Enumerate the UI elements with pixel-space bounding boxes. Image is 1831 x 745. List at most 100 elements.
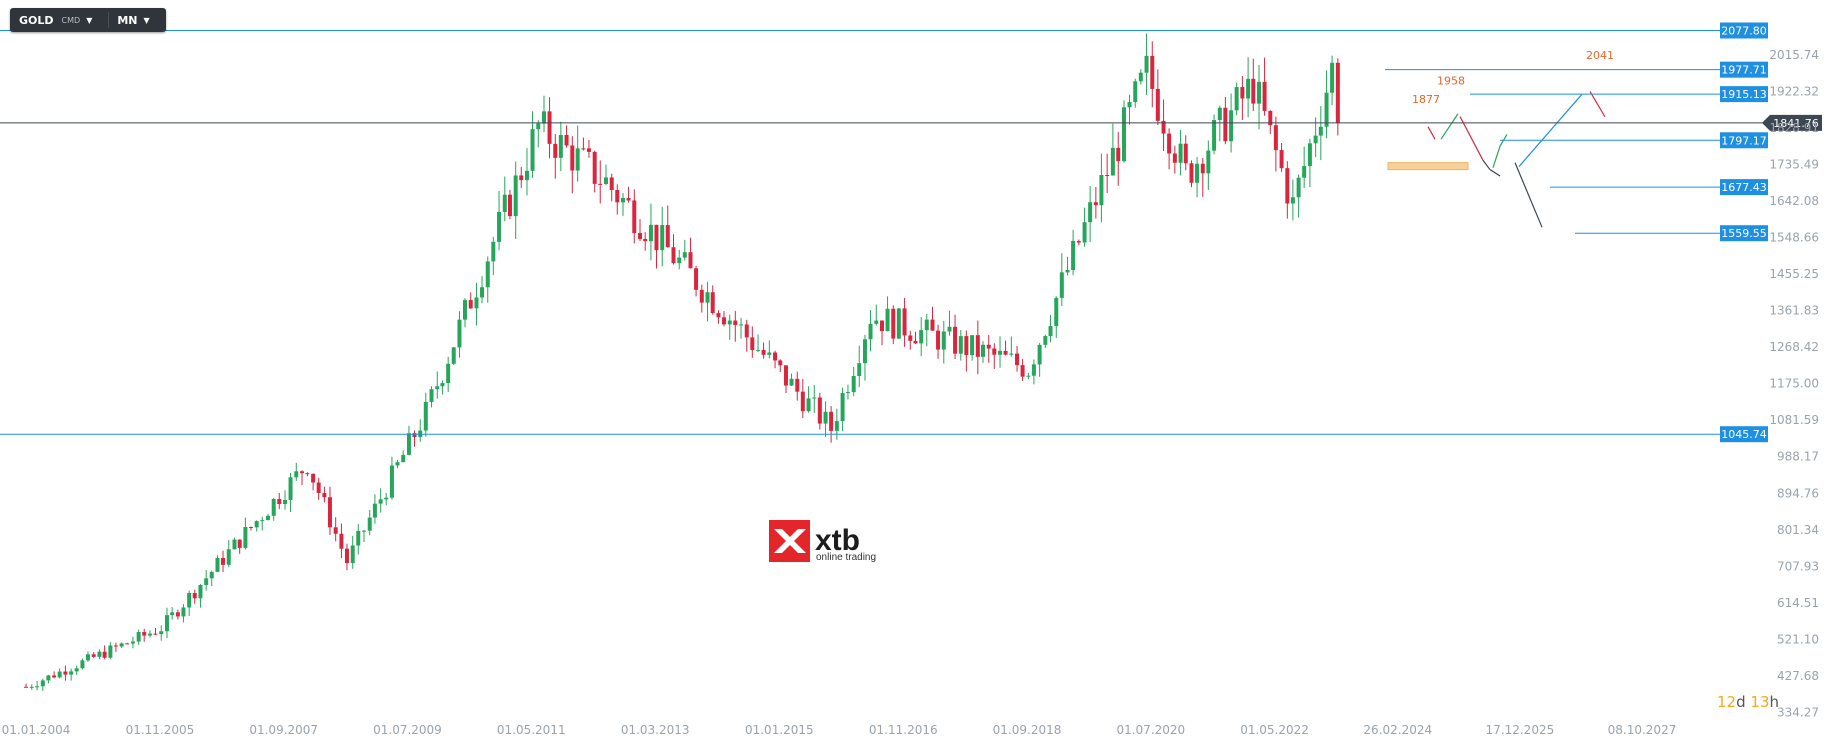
interval-selector[interactable]: MN xyxy=(117,13,138,27)
projection-segment xyxy=(1440,113,1459,140)
level-label-box xyxy=(1720,61,1768,78)
level-label-box xyxy=(1720,225,1768,242)
candle-body xyxy=(1273,125,1278,151)
y-tick-label: 801.34 xyxy=(1777,523,1819,537)
candle-body xyxy=(237,539,242,548)
level-label-box xyxy=(1720,132,1768,149)
x-tick-label: 01.01.2015 xyxy=(745,723,814,737)
candle-body xyxy=(277,499,282,505)
projection-paths xyxy=(1387,91,1606,228)
candle-body xyxy=(1251,78,1256,104)
candle-body xyxy=(1076,240,1081,243)
candle-body xyxy=(198,584,203,599)
x-tick-label: 17.12.2025 xyxy=(1486,723,1555,737)
current-price-box xyxy=(1762,114,1822,131)
candle-body xyxy=(1178,143,1183,163)
interval-dropdown-icon[interactable]: ▼ xyxy=(143,15,150,25)
candle-body xyxy=(389,465,394,498)
candle-body xyxy=(1229,110,1234,142)
candle-body xyxy=(1015,353,1020,366)
candle-body xyxy=(1071,240,1076,270)
candle-body xyxy=(862,339,867,364)
candle-body xyxy=(142,632,147,636)
candle-body xyxy=(395,462,400,466)
y-tick-label: 1828.91 xyxy=(1769,121,1819,135)
candle-body xyxy=(947,326,952,332)
candle-body xyxy=(1031,364,1036,376)
candle-body xyxy=(485,261,490,288)
candle-body xyxy=(159,631,164,635)
candle-body xyxy=(1167,133,1172,154)
symbol-dropdown-icon[interactable]: ▼ xyxy=(86,15,93,25)
candle-body xyxy=(221,557,226,565)
candle-body xyxy=(451,347,456,364)
candle-body xyxy=(1335,62,1340,123)
candle-body xyxy=(367,517,372,531)
level-label: 1559.55 xyxy=(1721,227,1767,240)
candle-body xyxy=(271,499,276,516)
candle-body xyxy=(423,401,428,431)
candle-body xyxy=(936,330,941,350)
candle-body xyxy=(513,175,518,217)
level-label-box xyxy=(1720,426,1768,443)
y-tick-label: 521.10 xyxy=(1777,632,1819,646)
candle-body xyxy=(705,292,710,303)
horizontal-levels[interactable]: 2077.80 1977.71 1915.13 1797.17 1677.43 1559.… xyxy=(0,22,1768,443)
candle-body xyxy=(412,433,417,438)
candle-body xyxy=(773,352,778,361)
candle-body xyxy=(192,593,197,599)
candle-body xyxy=(35,686,40,688)
price-annotation: 1958 xyxy=(1437,74,1465,87)
candle-body xyxy=(823,411,828,424)
projection-segment xyxy=(1492,146,1501,168)
xtb-logo-text: xtb xyxy=(815,524,860,557)
candle-body xyxy=(1330,62,1335,93)
candle-body xyxy=(468,300,473,309)
candle-body xyxy=(1195,163,1200,183)
candle-body xyxy=(834,421,839,431)
candle-body xyxy=(1048,326,1053,337)
candle-body xyxy=(885,308,890,332)
candle-body xyxy=(187,593,192,608)
candle-body xyxy=(1144,55,1149,73)
candle-body xyxy=(592,151,597,184)
candle-body xyxy=(941,331,946,350)
candle-body xyxy=(1054,297,1059,327)
candle-body xyxy=(1065,269,1070,273)
candle-body xyxy=(1285,168,1290,204)
candle-body xyxy=(1150,55,1155,89)
candle-body xyxy=(716,313,721,318)
candle-body xyxy=(29,686,34,688)
candle-body xyxy=(446,363,451,384)
candle-body xyxy=(654,224,659,251)
candle-body xyxy=(975,335,980,357)
candle-body xyxy=(401,454,406,463)
candle-body xyxy=(665,225,670,248)
candle-body xyxy=(350,545,355,564)
candle-body xyxy=(609,177,614,191)
x-tick-label: 08.10.2027 xyxy=(1608,723,1677,737)
price-annotations: 1958 1877 2041 xyxy=(1412,49,1614,106)
candle-body xyxy=(998,350,1003,355)
x-tick-label: 01.01.2004 xyxy=(2,723,71,737)
x-tick-label: 01.11.2005 xyxy=(126,723,195,737)
candle-body xyxy=(519,175,524,181)
candle-body xyxy=(361,530,366,532)
candle-body xyxy=(930,319,935,331)
candle-body xyxy=(727,320,732,325)
x-tick-label: 01.11.2016 xyxy=(869,723,938,737)
level-label: 1045.74 xyxy=(1721,428,1767,441)
candle-body xyxy=(316,482,321,494)
candle-body xyxy=(502,194,507,212)
candle-body xyxy=(243,527,248,548)
candle-body xyxy=(181,607,186,617)
candle-body xyxy=(1307,143,1312,167)
candle-body xyxy=(1257,81,1262,104)
symbol-name[interactable]: GOLD xyxy=(19,13,54,27)
candle-body xyxy=(1189,163,1194,183)
x-tick-label: 01.03.2013 xyxy=(621,723,690,737)
candle-body xyxy=(1290,197,1295,204)
candle-body xyxy=(570,145,575,171)
candle-body xyxy=(322,493,327,498)
